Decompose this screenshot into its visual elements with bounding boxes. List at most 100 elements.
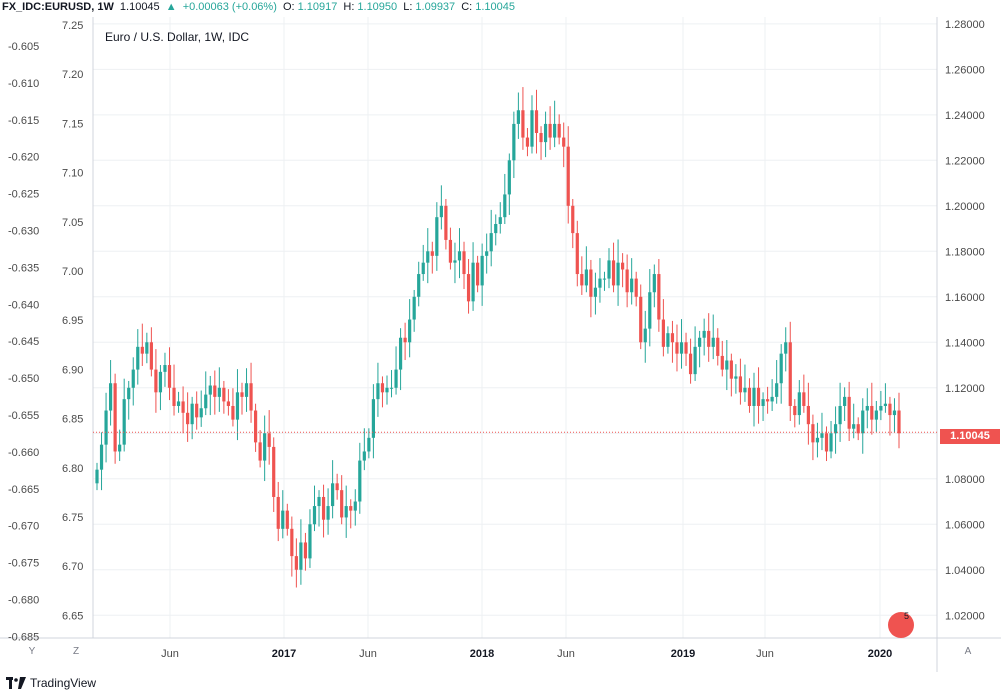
candle-body <box>122 399 126 445</box>
candle-body <box>335 483 339 491</box>
candle-body <box>417 274 421 297</box>
left1-tick-label: 7.00 <box>62 266 83 278</box>
left1-tick-label: 6.70 <box>62 561 83 573</box>
candle-body <box>344 506 348 518</box>
x-tick-label: 2017 <box>272 648 296 660</box>
candle-body <box>775 383 779 397</box>
candle-body <box>181 401 185 413</box>
candle-body <box>892 410 897 416</box>
candle-body <box>321 496 326 520</box>
right-tick-label: 1.24000 <box>945 110 985 122</box>
candle-body <box>716 337 720 356</box>
candle-body <box>698 337 702 347</box>
candle-body <box>562 137 566 147</box>
event-count: 5 <box>904 611 910 621</box>
candle-body <box>403 337 407 343</box>
right-tick-label: 1.22000 <box>945 155 985 167</box>
candle-body <box>829 433 833 452</box>
candle-body <box>199 408 203 418</box>
candle-body <box>521 110 525 138</box>
left1-tick-label: 6.75 <box>62 512 83 524</box>
chart-canvas[interactable]: Euro / U.S. Dollar, 1W, IDC 7.25 7.20 7.15… <box>0 0 1001 672</box>
candle-body <box>272 446 276 497</box>
candle-body <box>154 369 158 393</box>
open-label: O: <box>282 1 295 13</box>
candle-body <box>811 424 815 443</box>
current-price-tag: 1.10045 <box>940 429 1000 444</box>
left2-tick-label: -0.635 <box>8 262 39 274</box>
candle-body <box>548 123 552 138</box>
y-scale-button[interactable]: Y <box>28 646 36 657</box>
candle-body <box>684 342 688 354</box>
candle-body <box>607 260 611 279</box>
candle-body <box>226 401 231 406</box>
candle-body <box>833 424 838 434</box>
right-tick-label: 1.18000 <box>945 246 985 258</box>
candle-body <box>897 410 901 434</box>
us-flag-icon[interactable] <box>888 612 914 638</box>
open-value: 1.10917 <box>297 1 338 13</box>
candle-body <box>439 205 443 218</box>
candle-body <box>879 405 883 411</box>
candle-body <box>856 424 860 434</box>
right-price-axis[interactable]: 1.28000 1.26000 1.24000 1.22000 1.20000 1.180… <box>945 19 985 622</box>
candle-body <box>711 337 715 347</box>
candle-body <box>765 399 770 402</box>
left2-tick-label: -0.680 <box>8 595 39 607</box>
candle-body <box>421 262 425 275</box>
candle-body <box>285 510 289 529</box>
candle-body <box>426 251 430 263</box>
candle-body <box>670 333 675 343</box>
left1-tick-label: 6.90 <box>62 364 83 376</box>
left1-tick-label: 7.05 <box>62 217 83 229</box>
candle-body <box>571 205 575 234</box>
left1-tick-label: 6.65 <box>62 610 83 622</box>
candle-body <box>580 274 584 286</box>
candle-body <box>127 387 131 400</box>
candle-body <box>108 383 113 411</box>
candle-body <box>630 278 634 293</box>
right-tick-label: 1.08000 <box>945 474 985 486</box>
time-axis[interactable]: Jun 2017 Jun 2018 Jun 2019 Jun 2020 <box>161 648 892 660</box>
candle-body <box>476 262 480 286</box>
candle-body <box>738 376 743 393</box>
left-price-axis-2[interactable]: -0.605 -0.610 -0.615 -0.620 -0.625 -0.630 -0.6… <box>8 41 39 643</box>
candle-body <box>466 274 471 302</box>
left-price-axis-1[interactable]: 7.25 7.20 7.15 7.10 7.05 7.00 6.95 6.90 6.85 6.80… <box>62 20 83 622</box>
auto-scale-button[interactable]: A <box>964 646 972 657</box>
tradingview-logo[interactable]: TradingView <box>6 676 96 690</box>
candle-body <box>743 387 747 393</box>
high-value: 1.10950 <box>357 1 398 13</box>
right-tick-label: 1.06000 <box>945 519 985 531</box>
candle-body <box>657 274 661 320</box>
candle-body <box>584 269 588 286</box>
candle-body <box>598 278 602 288</box>
candle-body <box>498 217 502 224</box>
candle-body <box>276 496 280 529</box>
candle-body <box>643 328 647 343</box>
candle-body <box>303 542 308 559</box>
candle-body <box>353 501 357 511</box>
x-tick-label: 2018 <box>470 648 494 660</box>
candle-body <box>462 251 466 275</box>
left2-tick-label: -0.670 <box>8 521 39 533</box>
candle-body <box>566 146 570 206</box>
candle-body <box>530 110 534 147</box>
candle-body <box>503 194 507 218</box>
candle-body <box>213 385 217 397</box>
x-tick-label: 2019 <box>671 648 695 660</box>
candle-body <box>512 123 516 161</box>
z-scale-button[interactable]: Z <box>72 646 80 657</box>
candle-body <box>707 330 711 347</box>
candle-body <box>457 251 462 261</box>
candle-body <box>865 405 869 411</box>
candle-body <box>349 506 353 511</box>
high-label: H: <box>343 1 355 13</box>
candle-body <box>688 353 693 375</box>
left2-tick-label: -0.610 <box>8 78 39 90</box>
candle-body <box>557 123 561 138</box>
candle-body <box>861 410 865 434</box>
candle-body <box>113 383 117 452</box>
candle-body <box>525 137 530 147</box>
candle-body <box>299 542 303 570</box>
